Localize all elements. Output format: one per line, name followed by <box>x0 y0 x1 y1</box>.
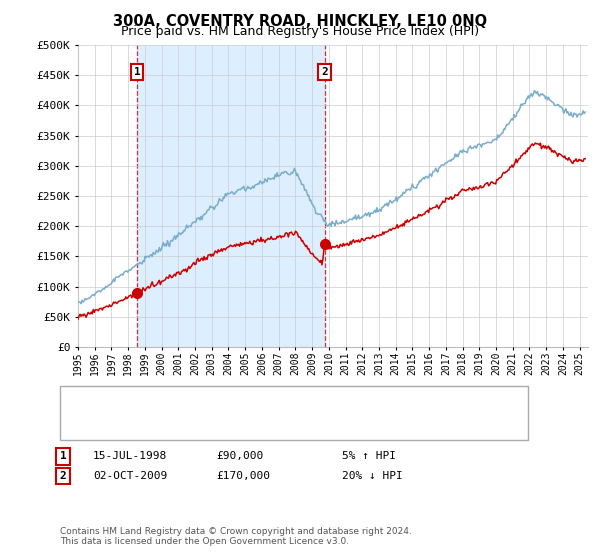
Text: —: — <box>78 412 94 426</box>
Text: 2: 2 <box>321 67 328 77</box>
Text: 02-OCT-2009: 02-OCT-2009 <box>93 471 167 481</box>
Text: 20% ↓ HPI: 20% ↓ HPI <box>342 471 403 481</box>
Text: 15-JUL-1998: 15-JUL-1998 <box>93 451 167 461</box>
Text: 2: 2 <box>59 471 67 481</box>
Text: £90,000: £90,000 <box>216 451 263 461</box>
Text: Contains HM Land Registry data © Crown copyright and database right 2024.
This d: Contains HM Land Registry data © Crown c… <box>60 526 412 546</box>
Text: Price paid vs. HM Land Registry's House Price Index (HPI): Price paid vs. HM Land Registry's House … <box>121 25 479 38</box>
Text: 1: 1 <box>134 67 140 77</box>
Text: 1: 1 <box>59 451 67 461</box>
Text: 300A, COVENTRY ROAD, HINCKLEY, LE10 0NQ (detached house): 300A, COVENTRY ROAD, HINCKLEY, LE10 0NQ … <box>96 414 446 424</box>
Text: HPI: Average price, detached house, Hinckley and Bosworth: HPI: Average price, detached house, Hinc… <box>96 427 452 437</box>
Text: —: — <box>78 425 94 440</box>
Text: 5% ↑ HPI: 5% ↑ HPI <box>342 451 396 461</box>
Bar <box>137 45 325 347</box>
Text: 300A, COVENTRY ROAD, HINCKLEY, LE10 0NQ: 300A, COVENTRY ROAD, HINCKLEY, LE10 0NQ <box>113 14 487 29</box>
Text: £170,000: £170,000 <box>216 471 270 481</box>
